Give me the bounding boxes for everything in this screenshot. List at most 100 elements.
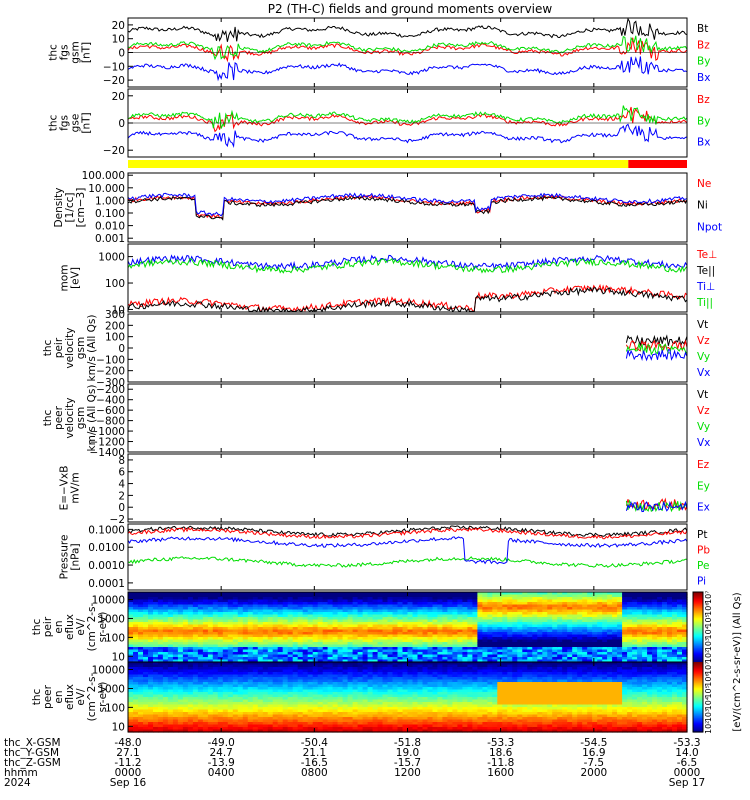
heatmap-cell [537, 652, 543, 656]
heatmap-cell [312, 727, 319, 731]
heatmap-cell [432, 619, 439, 623]
heatmap-cell [452, 682, 458, 686]
heatmap-cell [277, 612, 284, 616]
heatmap-cell [212, 677, 219, 681]
heatmap-cell [232, 612, 239, 616]
heatmap-cell [467, 639, 473, 643]
heatmap-cell [382, 727, 389, 731]
heatmap-cell [437, 662, 443, 666]
heatmap-cell [162, 687, 169, 691]
heatmap-cell [177, 622, 184, 626]
heatmap-cell [227, 707, 234, 711]
heatmap-cell [577, 624, 583, 628]
heatmap-cell [302, 597, 309, 601]
heatmap-cell [247, 677, 254, 681]
heatmap-cell [482, 644, 488, 648]
heatmap-cell [337, 667, 344, 671]
heatmap-cell [367, 712, 374, 716]
heatmap-cell [192, 599, 199, 603]
heatmap-cell [537, 599, 543, 603]
heatmap-cell [262, 664, 269, 668]
heatmap-cell [622, 634, 628, 638]
heatmap-cell [247, 632, 254, 636]
heatmap-cell [487, 614, 493, 618]
heatmap-cell [457, 664, 463, 668]
heatmap-cell [392, 684, 399, 688]
heatmap-cell [128, 722, 134, 726]
heatmap-cell [292, 607, 299, 611]
heatmap-cell [362, 699, 369, 703]
heatmap-cell [317, 677, 324, 681]
heatmap-cell [512, 629, 518, 633]
heatmap-cell [148, 684, 154, 688]
heatmap-cell [272, 637, 279, 641]
heatmap-cell [138, 624, 144, 628]
heatmap-cell [517, 622, 523, 626]
heatmap-cell [457, 612, 463, 616]
heatmap-cell [272, 624, 279, 628]
heatmap-cell [432, 594, 439, 598]
heatmap-cell [307, 637, 314, 641]
heatmap-cell [282, 679, 289, 683]
heatmap-cell [202, 727, 209, 731]
heatmap-cell [307, 654, 314, 658]
heatmap-cell [182, 622, 189, 626]
heatmap-cell [133, 634, 139, 638]
heatmap-cell [562, 632, 568, 636]
heatmap-cell [457, 647, 463, 651]
heatmap-cell [128, 692, 134, 696]
heatmap-cell [447, 684, 453, 688]
heatmap-cell [487, 607, 493, 611]
heatmap-cell [143, 727, 149, 731]
heatmap-cell [452, 719, 458, 723]
heatmap-cell [252, 637, 259, 641]
heatmap-cell [212, 592, 219, 596]
heatmap-cell [347, 592, 354, 596]
heatmap-cell [143, 607, 149, 611]
heatmap-cell [257, 727, 264, 731]
heatmap-cell [297, 637, 304, 641]
heatmap-cell [267, 607, 274, 611]
heatmap-cell [337, 647, 344, 651]
heatmap-cell [167, 609, 174, 613]
heatmap-cell [432, 629, 439, 633]
heatmap-cell [682, 644, 688, 648]
heatmap-cell [682, 619, 688, 623]
heatmap-cell [457, 637, 463, 641]
heatmap-cell [272, 689, 279, 693]
heatmap-cell [402, 697, 409, 701]
heatmap-cell [602, 637, 608, 641]
heatmap-cell [172, 622, 179, 626]
heatmap-cell [422, 687, 429, 691]
heatmap-cell [197, 677, 204, 681]
heatmap-cell [417, 707, 424, 711]
heatmap-cell [657, 644, 663, 648]
heatmap-cell [307, 657, 314, 661]
heatmap-cell [452, 712, 458, 716]
heatmap-cell [247, 644, 254, 648]
heatmap-cell [138, 679, 144, 683]
heatmap-cell [133, 627, 139, 631]
heatmap-cell [437, 654, 443, 658]
heatmap-cell [202, 597, 209, 601]
heatmap-cell [222, 712, 229, 716]
heatmap-cell [467, 647, 473, 651]
heatmap-cell [252, 727, 259, 731]
heatmap-cell [602, 599, 608, 603]
heatmap-cell [342, 679, 349, 683]
heatmap-cell [237, 597, 244, 601]
heatmap-cell [282, 637, 289, 641]
heatmap-cell [417, 714, 424, 718]
heatmap-cell [148, 662, 154, 666]
heatmap-cell [642, 599, 648, 603]
heatmap-cell [602, 627, 608, 631]
heatmap-cell [507, 614, 513, 618]
heatmap-cell [397, 669, 404, 673]
heatmap-cell [177, 627, 184, 631]
heatmap-cell [512, 599, 518, 603]
heatmap-cell [467, 624, 473, 628]
heatmap-cell [297, 607, 304, 611]
heatmap-cell [262, 604, 269, 608]
heatmap-cell [472, 622, 478, 626]
heatmap-cell [257, 719, 264, 723]
